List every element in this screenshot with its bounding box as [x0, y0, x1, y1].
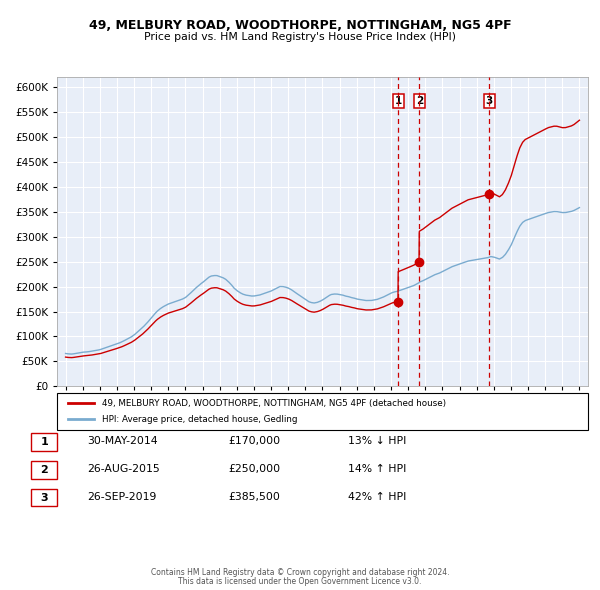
- Text: 14% ↑ HPI: 14% ↑ HPI: [348, 464, 406, 474]
- Text: Contains HM Land Registry data © Crown copyright and database right 2024.: Contains HM Land Registry data © Crown c…: [151, 568, 449, 577]
- Text: 30-MAY-2014: 30-MAY-2014: [87, 437, 158, 446]
- Text: This data is licensed under the Open Government Licence v3.0.: This data is licensed under the Open Gov…: [178, 578, 422, 586]
- Text: 1: 1: [394, 96, 401, 106]
- Text: Price paid vs. HM Land Registry's House Price Index (HPI): Price paid vs. HM Land Registry's House …: [144, 32, 456, 42]
- Text: 49, MELBURY ROAD, WOODTHORPE, NOTTINGHAM, NG5 4PF: 49, MELBURY ROAD, WOODTHORPE, NOTTINGHAM…: [89, 19, 511, 32]
- Text: £385,500: £385,500: [228, 492, 280, 502]
- Text: 3: 3: [486, 96, 493, 106]
- Text: 26-AUG-2015: 26-AUG-2015: [87, 464, 160, 474]
- Text: 3: 3: [41, 493, 48, 503]
- Text: HPI: Average price, detached house, Gedling: HPI: Average price, detached house, Gedl…: [102, 415, 298, 424]
- Text: £170,000: £170,000: [228, 437, 280, 446]
- Text: 13% ↓ HPI: 13% ↓ HPI: [348, 437, 406, 446]
- Text: 2: 2: [416, 96, 423, 106]
- Text: 26-SEP-2019: 26-SEP-2019: [87, 492, 157, 502]
- Text: 2: 2: [41, 465, 48, 475]
- Text: 49, MELBURY ROAD, WOODTHORPE, NOTTINGHAM, NG5 4PF (detached house): 49, MELBURY ROAD, WOODTHORPE, NOTTINGHAM…: [102, 399, 446, 408]
- Text: 42% ↑ HPI: 42% ↑ HPI: [348, 492, 406, 502]
- Text: £250,000: £250,000: [228, 464, 280, 474]
- Text: 1: 1: [41, 437, 48, 447]
